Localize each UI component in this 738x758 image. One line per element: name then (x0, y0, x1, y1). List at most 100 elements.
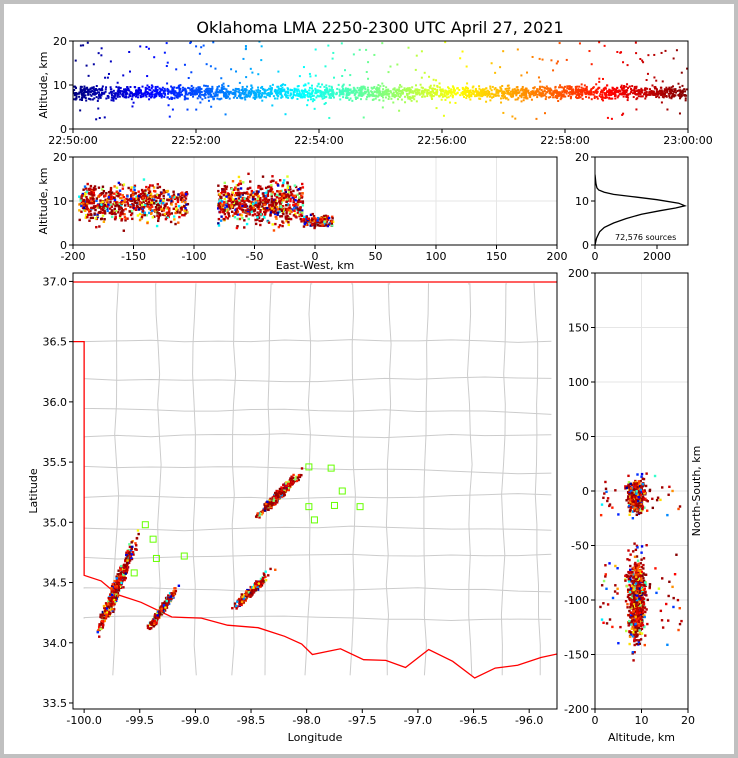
source-point (141, 190, 144, 194)
source-point (397, 89, 400, 92)
source-point (89, 90, 92, 93)
source-point (388, 92, 391, 95)
source-point (243, 197, 246, 200)
source-point (535, 91, 538, 94)
source-point (562, 87, 565, 90)
source-point (157, 207, 161, 210)
source-point (524, 96, 527, 99)
source-point (239, 94, 242, 97)
source-point (400, 98, 403, 101)
source-point (271, 223, 274, 226)
source-point (384, 93, 387, 96)
source-point (408, 91, 411, 94)
source-point (231, 214, 235, 218)
source-point (461, 50, 464, 53)
source-point (119, 216, 122, 219)
source-point (495, 90, 498, 93)
source-point (75, 97, 78, 100)
source-point (328, 95, 331, 98)
source-point (680, 93, 683, 96)
source-point (184, 93, 187, 96)
source-point (200, 87, 203, 90)
source-point (110, 210, 113, 214)
source-point (92, 188, 96, 191)
source-point (168, 195, 172, 198)
source-point (298, 196, 301, 199)
source-point (118, 86, 121, 89)
source-point (179, 84, 182, 87)
source-point (141, 196, 145, 199)
source-point (221, 84, 224, 87)
source-point (99, 217, 103, 221)
source-point (148, 92, 151, 95)
source-point (124, 219, 127, 222)
source-point (142, 200, 145, 204)
source-point (258, 198, 262, 202)
source-point (83, 89, 86, 92)
source-point (90, 94, 93, 97)
source-point (125, 88, 128, 91)
source-point (237, 91, 240, 94)
source-point (81, 192, 85, 196)
source-point (608, 88, 611, 91)
source-point (587, 93, 590, 96)
source-point (281, 95, 284, 98)
source-point (367, 92, 370, 95)
source-point (242, 90, 245, 93)
source-point (89, 184, 93, 188)
source-point (528, 95, 531, 98)
source-point (130, 98, 133, 101)
source-point (235, 90, 238, 93)
source-point (109, 193, 112, 196)
source-point (130, 193, 133, 197)
source-point (98, 205, 101, 208)
source-point (574, 85, 577, 88)
source-point (218, 206, 221, 210)
source-point (622, 89, 625, 92)
source-point (301, 192, 304, 195)
source-point (289, 94, 292, 97)
source-point (85, 99, 88, 102)
source-point (80, 204, 83, 208)
source-point (118, 189, 122, 192)
source-point (211, 90, 214, 93)
source-point (245, 192, 248, 195)
source-point (214, 91, 217, 94)
source-point (684, 97, 687, 100)
source-point (100, 47, 103, 50)
source-point (273, 200, 276, 203)
source-point (469, 91, 472, 94)
source-point (554, 95, 557, 98)
source-point (223, 218, 226, 221)
source-point (90, 208, 93, 211)
source-point (146, 193, 149, 197)
source-point (106, 95, 109, 98)
source-point (304, 89, 307, 92)
source-point (122, 569, 126, 572)
source-point (231, 198, 235, 201)
source-point (139, 203, 143, 206)
source-point (611, 92, 614, 95)
source-point (614, 94, 617, 97)
source-point (336, 87, 339, 90)
source-point (311, 100, 314, 103)
source-point (631, 85, 634, 88)
source-point (673, 88, 676, 91)
source-point (241, 92, 244, 95)
source-point (97, 52, 100, 55)
source-point (564, 95, 567, 98)
source-point (544, 86, 547, 89)
source-point (186, 108, 189, 111)
source-point (113, 198, 117, 202)
source-point (137, 208, 141, 211)
source-point (263, 213, 267, 216)
source-point (174, 205, 178, 209)
source-point (623, 93, 626, 96)
source-point (578, 95, 581, 98)
source-point (288, 203, 291, 207)
source-point (413, 95, 416, 98)
source-point (279, 93, 282, 96)
source-point (480, 92, 483, 95)
source-point (128, 50, 131, 53)
source-point (625, 93, 628, 96)
